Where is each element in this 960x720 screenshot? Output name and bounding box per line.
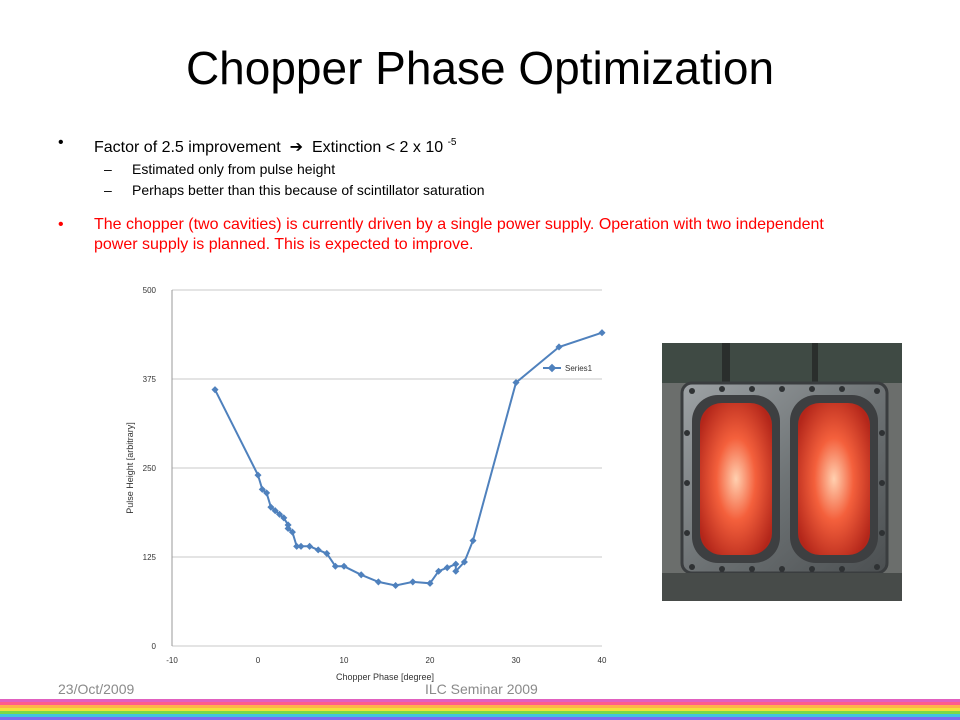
data-point	[409, 578, 417, 586]
data-point	[452, 567, 460, 575]
chart-background	[115, 280, 620, 685]
x-tick-label: 20	[426, 656, 435, 665]
footer-date: 23/Oct/2009	[58, 681, 135, 697]
x-tick-label: 10	[340, 656, 349, 665]
footer-title: ILC Seminar 2009	[425, 681, 538, 697]
x-tick-label: 0	[256, 656, 261, 665]
y-tick-label: 250	[143, 464, 157, 473]
sub-bullet-2: – Perhaps better than this because of sc…	[58, 180, 858, 201]
arrow-icon: ➔	[289, 139, 304, 156]
sub-bullet-2-text: Perhaps better than this because of scin…	[132, 182, 485, 198]
data-point	[392, 581, 400, 590]
bullet2-text: The chopper (two cavities) is currently …	[94, 216, 824, 253]
data-point	[267, 503, 275, 511]
data-point	[284, 521, 292, 529]
data-point	[426, 579, 434, 587]
data-point	[263, 489, 271, 497]
data-point	[512, 379, 520, 387]
bullet1-exponent: -5	[447, 137, 457, 148]
data-point	[297, 542, 305, 550]
legend-label: Series1	[565, 364, 593, 373]
data-point	[284, 524, 292, 533]
data-point	[314, 546, 322, 554]
data-point	[357, 571, 365, 579]
y-tick-label: 0	[152, 642, 157, 651]
x-tick-label: 40	[598, 656, 607, 665]
legend-marker	[547, 363, 557, 373]
data-point	[452, 560, 460, 568]
x-tick-label: 30	[512, 656, 521, 665]
bullet1-text: Factor of 2.5 improvement	[94, 139, 281, 156]
data-point	[323, 549, 331, 557]
chopper-cavity-photo	[662, 343, 902, 601]
data-point	[306, 542, 314, 550]
footer-stripes	[0, 699, 960, 720]
data-point	[460, 558, 468, 566]
dash-icon: –	[104, 161, 112, 177]
pulse-height-chart: 0 125 250 375 500 -10 0 10 20 30 40 Series1 Choppe…	[115, 280, 620, 685]
bullet1-extinction: Extinction < 2 x 10	[311, 139, 444, 156]
bullet-improvement: • Factor of 2.5 improvement ➔ Extinction…	[58, 132, 858, 159]
bullet-list: • Factor of 2.5 improvement ➔ Extinction…	[58, 132, 858, 255]
data-point	[435, 567, 443, 575]
data-point	[469, 537, 477, 545]
bullet-dot: •	[58, 134, 64, 151]
data-point	[374, 578, 382, 586]
bullet-chopper: • The chopper (two cavities) is currentl…	[58, 215, 858, 255]
y-axis-label: Pulse Height [arbitrary]	[125, 422, 135, 514]
data-point	[293, 542, 301, 550]
y-tick-label: 500	[143, 286, 157, 295]
bullet-dot: •	[58, 216, 64, 233]
data-point	[555, 343, 563, 351]
slide-title: Chopper Phase Optimization	[185, 42, 775, 94]
data-point	[598, 329, 606, 337]
data-point	[254, 471, 262, 479]
x-axis-label: Chopper Phase [degree]	[336, 672, 434, 682]
y-tick-label: 375	[143, 375, 157, 384]
sub-bullet-1: – Estimated only from pulse height	[58, 159, 858, 180]
data-point	[443, 564, 451, 572]
y-tick-label: 125	[143, 553, 157, 562]
sub-bullet-1-text: Estimated only from pulse height	[132, 161, 336, 177]
x-tick-label: -10	[166, 656, 178, 665]
data-point	[211, 386, 219, 394]
dash-icon: –	[104, 182, 112, 198]
data-point	[288, 528, 296, 536]
legend: Series1	[543, 363, 593, 373]
